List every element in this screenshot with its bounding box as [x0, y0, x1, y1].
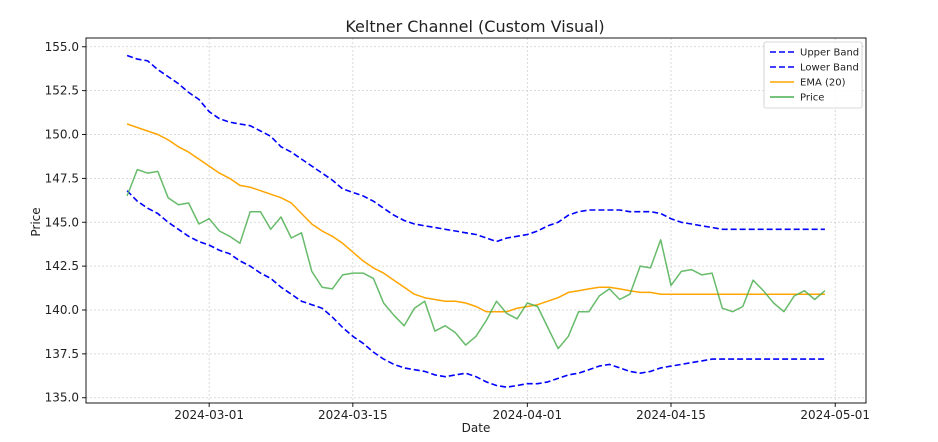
y-tick-label: 145.0: [45, 215, 79, 229]
legend-label: Price: [800, 93, 824, 104]
y-tick-label: 155.0: [45, 40, 79, 54]
x-tick-label: 2024-04-01: [492, 408, 562, 422]
legend-box: [763, 41, 863, 109]
y-tick-label: 152.5: [45, 84, 79, 98]
y-tick-label: 142.5: [45, 259, 79, 273]
chart-title: Keltner Channel (Custom Visual): [345, 17, 604, 36]
x-tick-label: 2024-03-01: [174, 408, 244, 422]
plot-frame: [85, 37, 867, 404]
series-line-upper-band: [126, 54, 825, 243]
y-tick-label: 147.5: [45, 171, 79, 185]
y-axis-label: Price: [29, 207, 43, 236]
legend-label: EMA (20): [800, 78, 846, 89]
grid: [86, 38, 866, 403]
series-line-lower-band: [126, 190, 825, 389]
axis-ticks: 135.0 137.5 140.0 142.5 145.0 147.5 150.0 152.5…: [45, 40, 870, 422]
x-tick-label: 2024-05-01: [800, 408, 870, 422]
legend-label: Lower Band: [800, 63, 859, 74]
series-line-price: [126, 168, 826, 350]
x-tick-label: 2024-03-15: [318, 408, 388, 422]
x-tick-label: 2024-04-15: [636, 408, 706, 422]
legend-label: Upper Band: [800, 48, 859, 59]
y-tick-label: 150.0: [45, 128, 79, 142]
axes-frame: [85, 37, 867, 404]
legend: Upper Band Lower Band EMA (20) Price: [763, 41, 863, 109]
y-tick-label: 135.0: [45, 391, 79, 405]
y-tick-label: 140.0: [45, 303, 79, 317]
x-axis-label: Date: [462, 421, 491, 435]
series-line-ema-20: [126, 123, 825, 313]
y-tick-label: 137.5: [45, 347, 79, 361]
series-lines: [126, 54, 826, 389]
